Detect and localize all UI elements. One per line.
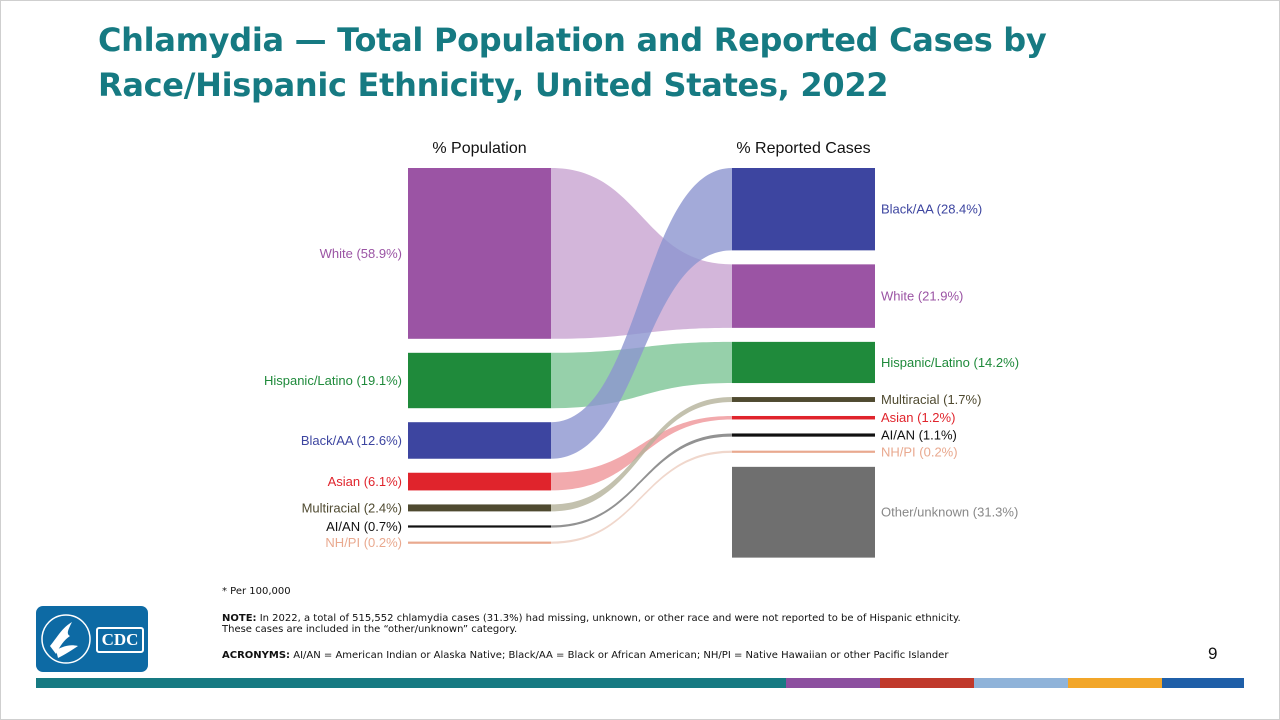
left-label-multiracial: Multiracial (2.4%) [302,500,402,515]
link-black-aa [551,168,732,459]
per-100k-note: * Per 100,000 [222,586,291,597]
right-axis-header: % Reported Cases [736,140,870,157]
link-hispanic-latino [551,341,732,409]
footer-segment-purple [786,678,880,688]
right-node-hispanic-latino [732,341,875,384]
footer-segment-lightblue [974,678,1068,688]
left-node-white [408,168,551,339]
title-line-1: Chlamydia — Total Population and Reporte… [98,21,1047,59]
right-label-asian: Asian (1.2%) [881,410,955,425]
left-node-hispanic-latino [408,352,551,409]
right-label-other-unknown: Other/unknown (31.3%) [881,505,1018,520]
right-node-asian [732,415,875,420]
left-node-ai-an [408,525,551,528]
left-label-nh-pi: NH/PI (0.2%) [325,535,402,550]
left-label-hispanic-latino: Hispanic/Latino (19.1%) [264,373,402,388]
link-white [551,168,732,339]
left-label-white: White (58.9%) [320,246,402,261]
note-label: NOTE: [222,613,257,624]
right-label-hispanic-latino: Hispanic/Latino (14.2%) [881,355,1019,370]
footer-segment-red [880,678,974,688]
hhs-eagle-icon [41,614,91,664]
footer-segment-blue [1162,678,1244,688]
acronyms-label: ACRONYMS: [222,650,291,661]
link-nh-pi [551,450,732,544]
left-label-black-aa: Black/AA (12.6%) [301,433,402,448]
right-node-white [732,264,875,328]
note-line-2: These cases are included in the “other/u… [222,624,518,635]
left-node-nh-pi [408,541,551,544]
right-node-ai-an [732,433,875,437]
left-label-ai-an: AI/AN (0.7%) [326,519,402,534]
footer-segment-orange [1068,678,1162,688]
acronyms-block: ACRONYMS: AI/AN = American Indian or Ala… [222,650,948,661]
link-multiracial [551,397,732,512]
right-label-white: White (21.9%) [881,289,963,304]
left-label-asian: Asian (6.1%) [328,474,402,489]
cdc-logo-text: CDC [96,627,144,653]
page-number: 9 [1208,644,1218,663]
sankey-chart: % Population % Reported Cases White (58.9%… [264,140,1019,558]
footer-segment-teal [36,678,786,688]
cdc-logo: CDC [36,606,148,672]
left-node-asian [408,472,551,491]
left-node-multiracial [408,504,551,512]
footer-color-bar [36,678,1244,688]
link-ai-an [551,433,732,528]
note-line-1: In 2022, a total of 515,552 chlamydia ca… [259,613,961,624]
right-node-multiracial [732,397,875,402]
left-axis-header: % Population [432,140,526,157]
slide-title: Chlamydia — Total Population and Reporte… [98,18,1098,108]
right-label-black-aa: Black/AA (28.4%) [881,202,982,217]
note-block: NOTE: In 2022, a total of 515,552 chlamy… [222,613,961,635]
acronyms-text: AI/AN = American Indian or Alaska Native… [293,650,949,661]
title-line-2: Race/Hispanic Ethnicity, United States, … [98,66,889,104]
right-node-nh-pi [732,450,875,453]
right-label-nh-pi: NH/PI (0.2%) [881,444,958,459]
left-node-black-aa [408,422,551,459]
right-label-multiracial: Multiracial (1.7%) [881,392,981,407]
right-label-ai-an: AI/AN (1.1%) [881,428,957,443]
right-node-other-unknown [732,466,875,558]
right-node-black-aa [732,168,875,251]
